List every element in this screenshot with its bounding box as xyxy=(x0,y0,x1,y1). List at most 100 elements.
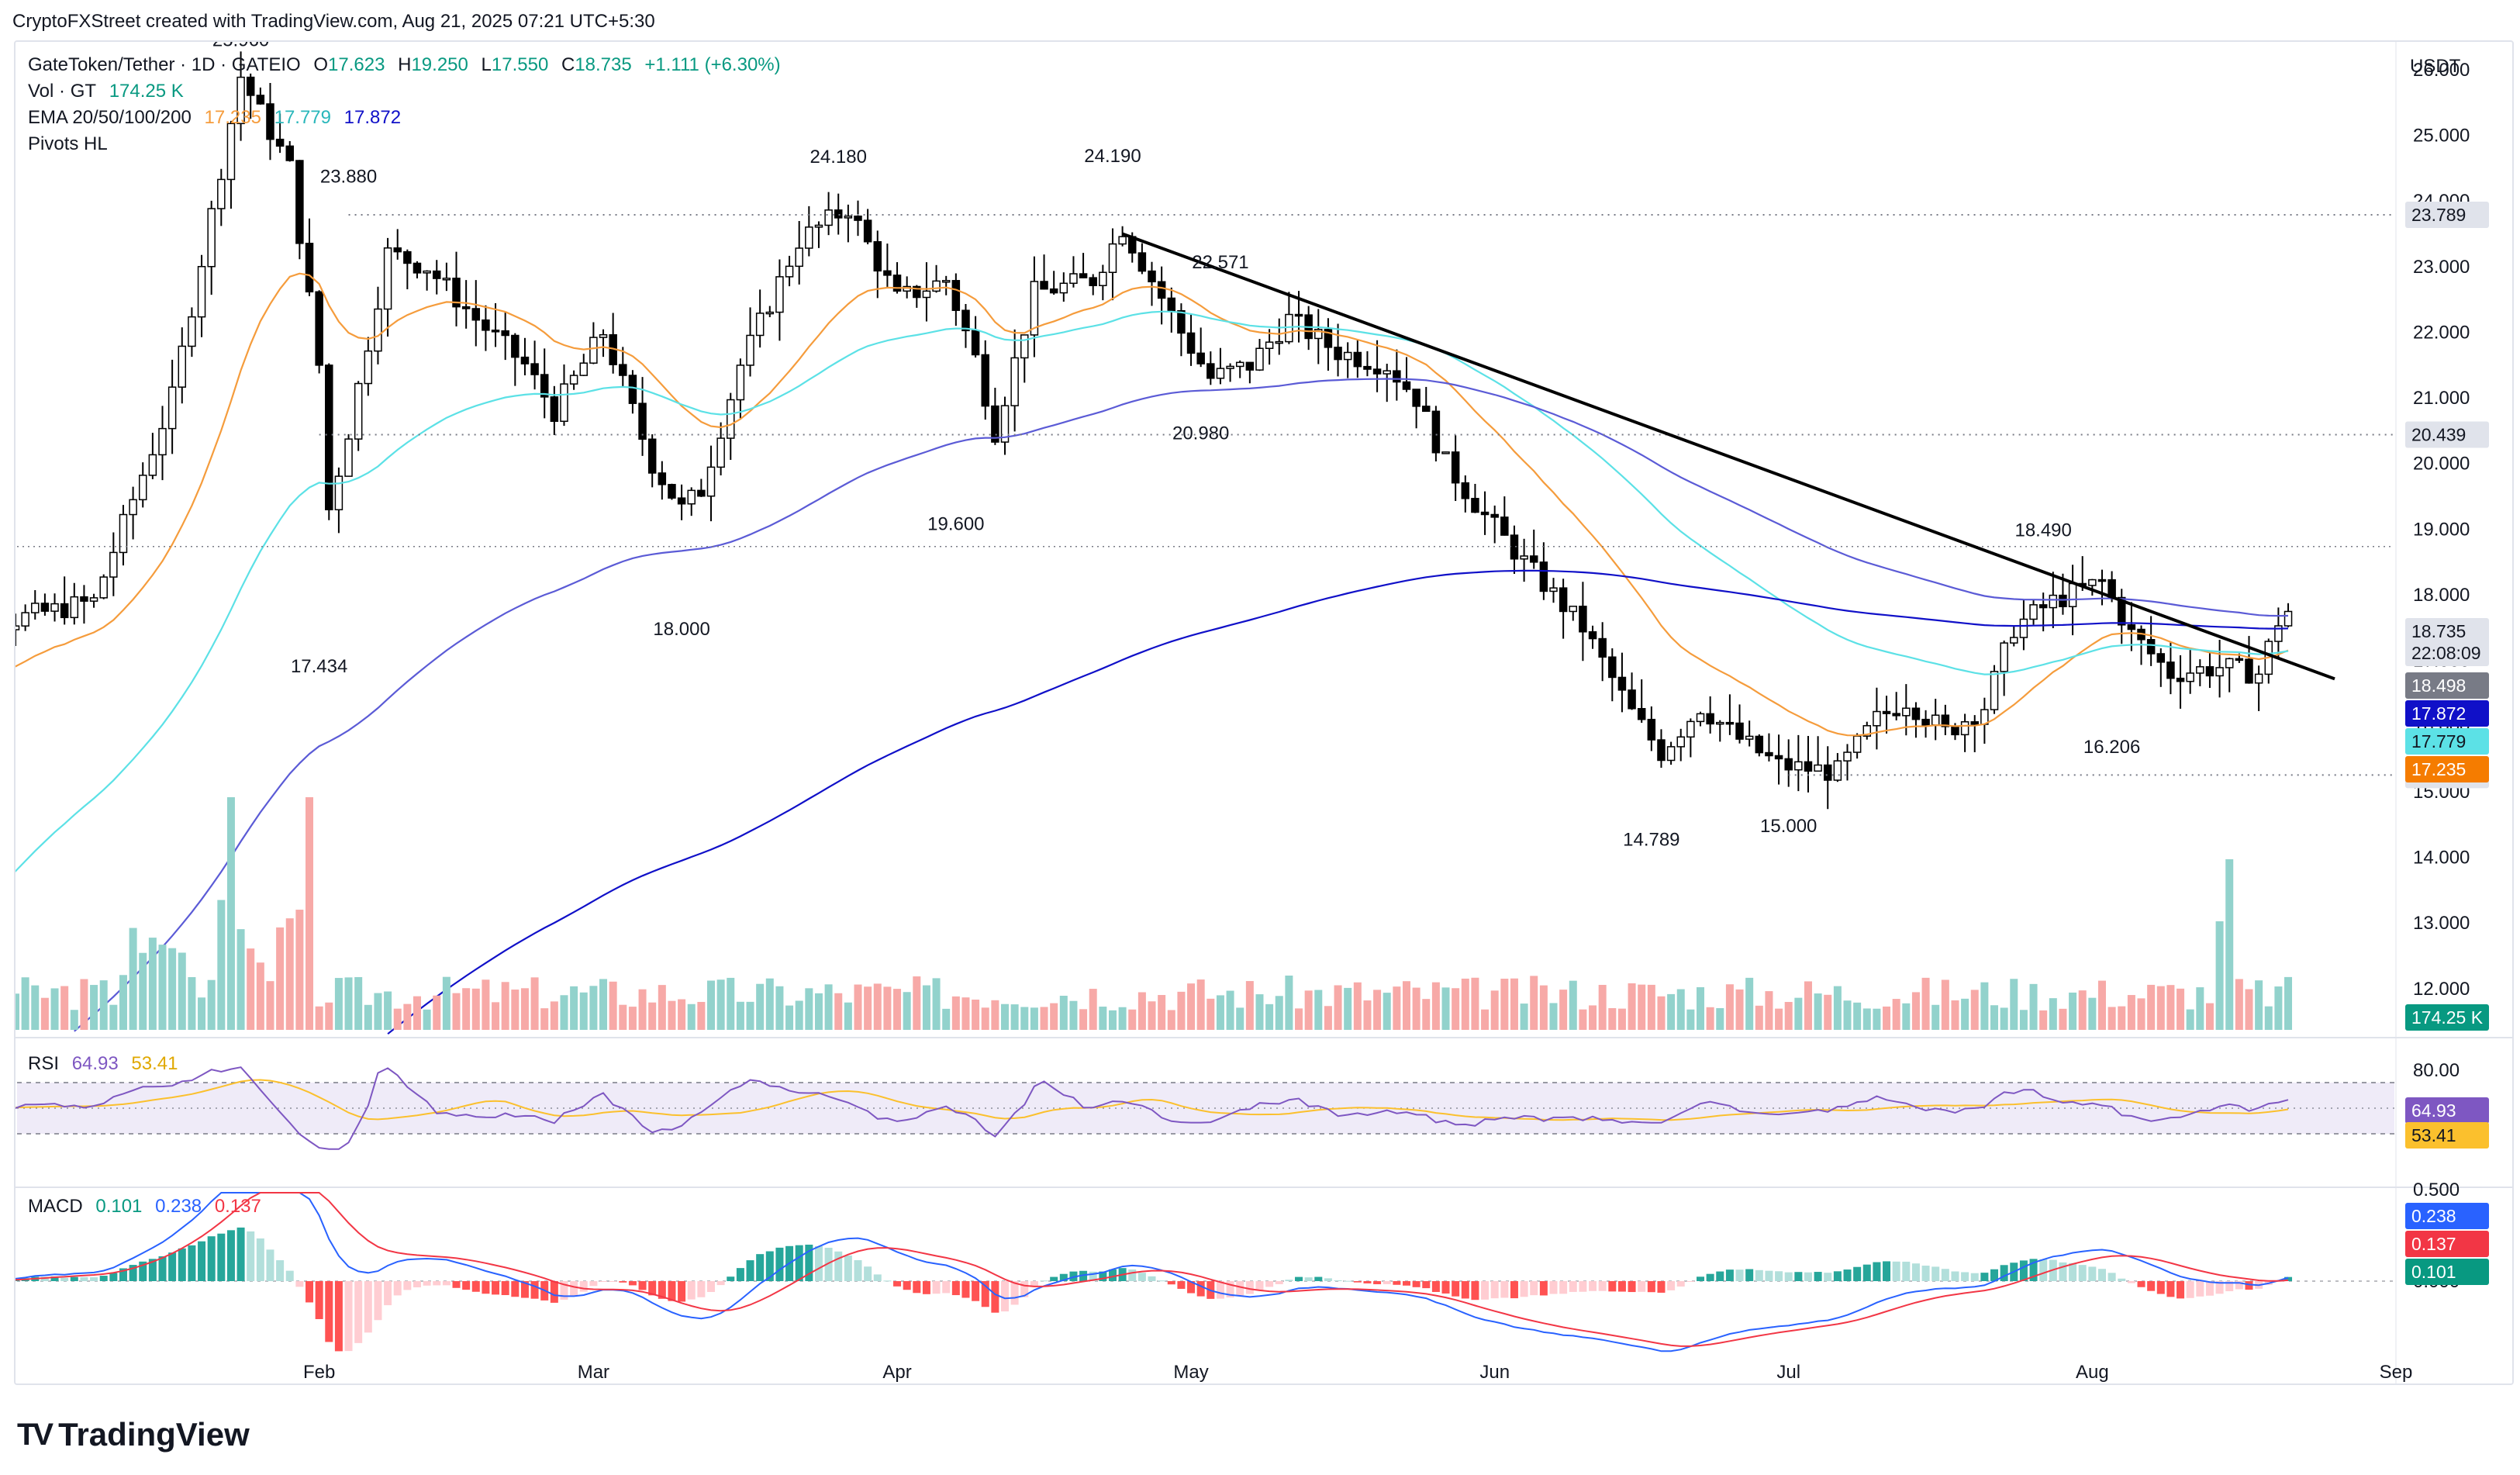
macd-hist-bar xyxy=(1040,1280,1048,1282)
price-tick-label: 12.000 xyxy=(2413,979,2470,1000)
macd-hist-bar xyxy=(315,1281,323,1319)
volume-bar xyxy=(266,981,274,1030)
time-tick-label: Jun xyxy=(1479,1362,1510,1383)
candle xyxy=(1334,323,1342,377)
volume-bar xyxy=(2107,1007,2116,1030)
volume-bar xyxy=(2010,979,2018,1030)
candle-body xyxy=(1108,243,1117,273)
ema20-line xyxy=(16,272,2289,737)
candles xyxy=(16,51,2293,810)
macd-hist-bar xyxy=(1255,1281,1264,1290)
candle-body xyxy=(697,489,706,497)
macd-hist-bar xyxy=(1638,1281,1646,1292)
candle-body xyxy=(1040,281,1048,290)
volume-bar xyxy=(1784,1002,1793,1030)
candle-body xyxy=(2215,667,2224,677)
candle xyxy=(647,434,657,488)
macd-hist-bar xyxy=(2245,1281,2253,1290)
price-badge-bg xyxy=(2405,618,2489,666)
volume-legend[interactable]: Vol · GT 174.25 K xyxy=(28,81,192,102)
candle xyxy=(844,204,853,243)
candle xyxy=(1882,696,1891,734)
macd-hist-bar xyxy=(570,1281,578,1297)
macd-hist-bar xyxy=(1402,1281,1410,1286)
candle xyxy=(1020,334,1029,383)
pivot-label: 19.600 xyxy=(927,514,984,535)
volume-bar xyxy=(207,979,216,1030)
candle xyxy=(1324,318,1333,371)
candle-body xyxy=(2186,672,2194,682)
candle xyxy=(746,307,754,377)
level-badge-bg xyxy=(2405,201,2489,228)
candle xyxy=(1079,253,1088,278)
volume-bar xyxy=(1422,999,1431,1030)
rsi-value: 64.93 xyxy=(71,1053,119,1074)
candle xyxy=(217,168,226,226)
candle-body xyxy=(1745,735,1754,740)
candle-body xyxy=(334,475,343,511)
candle xyxy=(1490,505,1499,544)
candle-body xyxy=(1735,722,1744,740)
candle xyxy=(981,340,989,420)
volume-bar xyxy=(2059,1008,2067,1030)
candle xyxy=(1206,351,1215,385)
candle-body xyxy=(1099,271,1107,286)
macd-hist-bar xyxy=(1697,1276,1705,1281)
macd-hist-bar xyxy=(638,1281,647,1290)
candle xyxy=(1000,396,1010,455)
candle-body xyxy=(167,386,177,430)
candle xyxy=(1804,736,1813,793)
macd-hist-bar xyxy=(344,1281,353,1352)
candle-body xyxy=(706,466,716,497)
candle xyxy=(1500,496,1509,536)
macd-hist-bar xyxy=(530,1281,539,1299)
volume-bar xyxy=(903,992,911,1030)
macd-hist-bar xyxy=(1314,1276,1323,1281)
macd-hist-bar xyxy=(864,1266,872,1281)
macd-hist-bar xyxy=(158,1256,167,1281)
candle xyxy=(863,209,872,245)
macd-hist-bar xyxy=(2059,1262,2067,1281)
ema-legend[interactable]: EMA 20/50/100/200 17.235 17.779 17.872 xyxy=(28,107,409,129)
candle-body xyxy=(560,383,568,422)
pivots-legend[interactable]: Pivots HL xyxy=(28,133,116,155)
currency-label[interactable]: USDT xyxy=(2410,56,2461,77)
volume-bar xyxy=(50,988,59,1030)
macd-hist-bar xyxy=(1187,1281,1196,1294)
candle xyxy=(609,313,617,374)
pivot-label: 24.190 xyxy=(1084,146,1141,167)
tradingview-chart[interactable]: 26.00025.00024.00023.00022.00021.00020.0… xyxy=(16,42,2512,1383)
candle-body xyxy=(1520,555,1528,560)
candle xyxy=(589,322,598,364)
rsi-legend[interactable]: RSI 64.93 53.41 xyxy=(28,1053,185,1075)
candle xyxy=(922,262,931,322)
time-tick-label: Aug xyxy=(2076,1362,2109,1383)
macd-hist-bar xyxy=(883,1280,892,1282)
candle xyxy=(1833,753,1842,782)
symbol-legend[interactable]: GateToken/Tether · 1D · GATEIO O17.623 H… xyxy=(28,54,789,76)
macd-hist-bar xyxy=(658,1281,666,1299)
candle xyxy=(129,486,137,540)
candle-body xyxy=(599,333,608,338)
volume-bar xyxy=(2186,1009,2194,1030)
volume-bar xyxy=(285,918,294,1030)
candle-body xyxy=(1422,406,1431,413)
volume-bar xyxy=(344,977,353,1030)
candle xyxy=(1108,228,1117,301)
candle-body xyxy=(1911,707,1921,720)
volume-bar xyxy=(236,929,245,1030)
macd-hist-bar xyxy=(285,1270,294,1281)
candle xyxy=(1921,710,1930,738)
volume-bar xyxy=(1206,998,1215,1030)
volume-bar xyxy=(619,1004,627,1030)
price-tick-label: 13.000 xyxy=(2413,913,2470,934)
macd-hist-bar xyxy=(266,1249,274,1281)
chart-frame[interactable]: 26.000 25.000 24.000 23.000 22.000 21.000 20.0… xyxy=(14,40,2514,1385)
candle-body xyxy=(1549,587,1558,592)
volume-bar xyxy=(1461,978,1469,1030)
macd-hist-bar xyxy=(482,1281,490,1294)
macd-hist-bar xyxy=(2029,1259,2038,1281)
candle xyxy=(1911,702,1921,738)
macd-legend[interactable]: MACD 0.101 0.238 0.137 xyxy=(28,1196,269,1218)
macd-hist-bar xyxy=(384,1281,392,1306)
